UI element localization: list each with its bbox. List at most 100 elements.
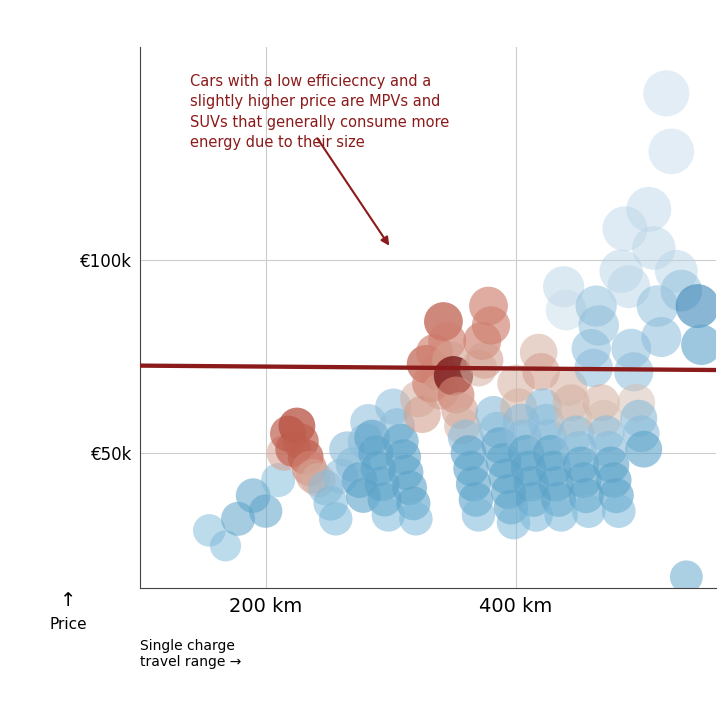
Point <box>366 432 378 443</box>
Point <box>533 347 544 358</box>
Point <box>320 482 331 494</box>
Point <box>295 435 307 447</box>
Point <box>675 284 687 296</box>
Text: Price: Price <box>50 617 87 632</box>
Point <box>413 393 424 404</box>
Point <box>220 540 231 552</box>
Point <box>570 428 582 440</box>
Point <box>603 443 614 455</box>
Point <box>330 513 341 525</box>
Point <box>652 300 663 312</box>
Point <box>348 459 359 471</box>
Point <box>580 490 592 501</box>
Point <box>550 478 562 490</box>
Point <box>498 455 509 466</box>
Point <box>528 494 539 505</box>
Text: Single charge
travel range →: Single charge travel range → <box>140 639 242 669</box>
Point <box>416 409 428 420</box>
Point <box>291 420 302 432</box>
Point <box>516 417 527 428</box>
Point <box>279 447 290 459</box>
Point <box>387 401 399 412</box>
Point <box>633 412 644 424</box>
Point <box>450 389 462 401</box>
Point <box>420 358 432 370</box>
Point <box>608 474 619 486</box>
Point <box>473 509 485 521</box>
Point <box>438 316 449 327</box>
Point <box>492 424 503 435</box>
Point <box>395 435 407 447</box>
Point <box>454 405 465 417</box>
Point <box>598 412 609 424</box>
Point <box>555 509 567 521</box>
Point <box>648 243 660 254</box>
Text: ↑: ↑ <box>60 591 76 610</box>
Point <box>548 463 559 474</box>
Point <box>397 451 409 463</box>
Point <box>456 420 468 432</box>
Point <box>448 370 459 381</box>
Point <box>479 355 490 366</box>
Point <box>655 331 667 343</box>
Point <box>593 320 605 331</box>
Point <box>248 490 259 501</box>
Point <box>300 451 312 463</box>
Point <box>408 497 419 509</box>
Point <box>543 432 554 443</box>
Text: Cars with a low efficiecncy and a
slightly higher price are MPVs and
SUVs that g: Cars with a low efficiecncy and a slight… <box>191 74 450 150</box>
Point <box>616 266 627 277</box>
Point <box>460 432 472 443</box>
Point <box>540 417 552 428</box>
Point <box>531 509 542 521</box>
Point <box>363 417 374 428</box>
Point <box>482 300 494 312</box>
Point <box>485 320 497 331</box>
Point <box>445 355 456 366</box>
Point <box>477 335 488 347</box>
Point <box>628 366 639 378</box>
Point <box>560 304 572 316</box>
Point <box>590 300 602 312</box>
Point <box>358 490 369 501</box>
Point <box>638 443 649 455</box>
Point <box>204 525 215 536</box>
Point <box>660 87 672 99</box>
Point <box>510 378 522 389</box>
Point <box>468 478 480 490</box>
Point <box>360 435 372 447</box>
Point <box>500 471 512 482</box>
Point <box>410 513 422 525</box>
Point <box>487 409 499 420</box>
Point <box>545 447 557 459</box>
Point <box>692 300 703 312</box>
Point <box>404 482 415 494</box>
Point <box>325 497 336 509</box>
Point <box>538 401 549 412</box>
Point <box>585 343 597 355</box>
Point <box>463 447 474 459</box>
Point <box>665 146 677 157</box>
Point <box>508 517 519 529</box>
Point <box>441 335 453 347</box>
Point <box>312 474 324 486</box>
Point <box>536 366 547 378</box>
Point <box>470 494 482 505</box>
Point <box>435 386 446 397</box>
Point <box>680 571 692 583</box>
Point <box>307 471 319 482</box>
Point <box>558 281 570 292</box>
Point <box>287 443 299 455</box>
Point <box>696 339 707 351</box>
Point <box>433 366 444 378</box>
Point <box>553 494 564 505</box>
Point <box>382 509 394 521</box>
Point <box>354 474 365 486</box>
Point <box>521 447 532 459</box>
Point <box>613 505 624 517</box>
Point <box>575 459 587 471</box>
Point <box>392 420 403 432</box>
Point <box>335 471 346 482</box>
Point <box>623 281 634 292</box>
Point <box>473 362 485 374</box>
